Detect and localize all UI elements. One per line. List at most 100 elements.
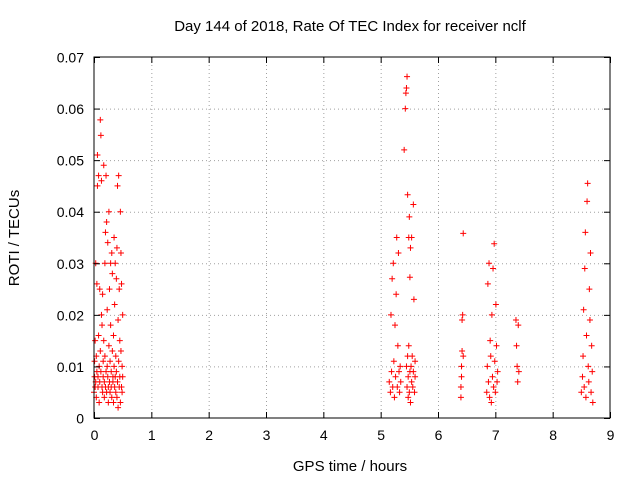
data-point [104, 373, 111, 380]
data-point [115, 404, 122, 411]
data-point [96, 286, 103, 293]
data-point [412, 373, 419, 380]
data-point [396, 389, 403, 396]
data-point [586, 286, 593, 293]
data-point [111, 234, 118, 241]
data-point [588, 389, 595, 396]
axis-ticks: 0 1 2 3 4 5 6 7 8 9 0 0.01 0.02 0.03 0.04 0.05 0.06 0.07 [57, 50, 615, 444]
data-point [110, 399, 117, 406]
data-point [103, 368, 110, 375]
data-point [105, 399, 112, 406]
x-tick-label: 6 [435, 427, 443, 443]
y-tick-label: 0.01 [57, 359, 84, 375]
x-tick-label: 1 [148, 427, 156, 443]
chart-title: Day 144 of 2018, Rate Of TEC Index for r… [174, 18, 526, 35]
data-point [101, 378, 108, 385]
data-point [112, 260, 119, 267]
data-point [412, 358, 419, 365]
data-point [402, 105, 409, 112]
data-point [114, 182, 121, 189]
data-point [112, 389, 119, 396]
data-point [116, 286, 123, 293]
data-point [101, 260, 108, 267]
x-tick-label: 9 [607, 427, 615, 443]
data-point [116, 337, 123, 344]
data-point [396, 368, 403, 375]
data-point [494, 378, 501, 385]
y-tick-label: 0.05 [57, 153, 84, 169]
data-point [109, 347, 116, 354]
data-point [119, 311, 126, 318]
data-point [103, 172, 110, 179]
data-point [410, 201, 417, 208]
data-point [405, 342, 412, 349]
data-point [492, 301, 499, 308]
data-point [484, 280, 491, 287]
data-point [111, 301, 118, 308]
y-tick-label: 0.02 [57, 307, 84, 323]
data-point [107, 322, 114, 329]
data-point [410, 368, 417, 375]
data-point [589, 368, 596, 375]
data-point [117, 399, 124, 406]
data-point [581, 265, 588, 272]
data-point [512, 317, 519, 324]
data-point [578, 389, 585, 396]
x-tick-label: 7 [492, 427, 500, 443]
data-point [402, 90, 409, 97]
data-point [117, 249, 124, 256]
y-tick-label: 0 [76, 411, 84, 427]
data-point [584, 198, 591, 205]
data-point [110, 332, 117, 339]
data-point [404, 384, 411, 391]
data-point [100, 358, 107, 365]
data-point [107, 358, 114, 365]
data-point [101, 353, 108, 360]
data-point [387, 389, 394, 396]
data-point [403, 84, 410, 91]
data-point [407, 399, 414, 406]
data-point [105, 342, 112, 349]
data-point [514, 363, 521, 370]
data-point [459, 347, 466, 354]
data-point [117, 347, 124, 354]
x-axis-label: GPS time / hours [293, 458, 407, 475]
data-point [407, 244, 414, 251]
data-point [113, 244, 120, 251]
data-point [108, 394, 115, 401]
data-point [391, 394, 398, 401]
data-point [580, 306, 587, 313]
data-point [386, 378, 393, 385]
data-point [390, 260, 397, 267]
data-point [408, 363, 415, 370]
data-point [394, 384, 401, 391]
data-point [98, 311, 105, 318]
data-point [397, 363, 404, 370]
data-point [585, 378, 592, 385]
data-point [492, 389, 499, 396]
data-point [104, 306, 111, 313]
data-point [488, 399, 495, 406]
data-point [108, 368, 115, 375]
data-point [104, 363, 111, 370]
data-point [585, 363, 592, 370]
data-point [107, 389, 114, 396]
data-point [584, 180, 591, 187]
data-point [99, 291, 106, 298]
data-point [115, 317, 122, 324]
data-point [91, 358, 98, 365]
data-point [494, 368, 501, 375]
x-tick-label: 2 [205, 427, 213, 443]
data-point [582, 394, 589, 401]
x-tick-label: 8 [549, 427, 557, 443]
data-point [113, 368, 120, 375]
data-point [94, 151, 101, 158]
data-point [405, 373, 412, 380]
data-point [458, 363, 465, 370]
data-point [98, 177, 105, 184]
data-point [103, 219, 110, 226]
x-tick-label: 4 [320, 427, 328, 443]
data-point [587, 249, 594, 256]
data-point [401, 146, 408, 153]
